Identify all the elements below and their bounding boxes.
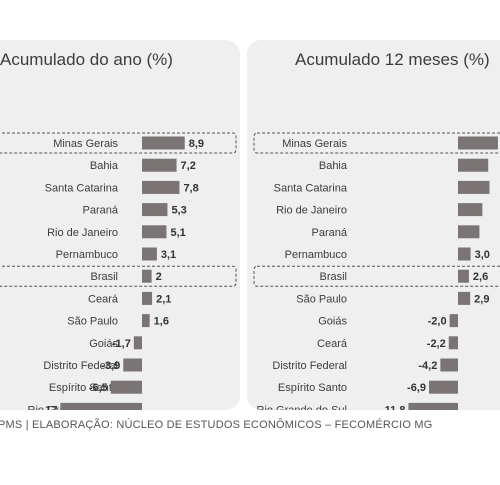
bar-12m-brasil (458, 269, 469, 283)
value-label-ano-sao-paulo: 1,6 (154, 316, 169, 328)
bar-12m-rio-de-janeiro (458, 203, 483, 217)
category-label-distrito-federal: Distrito Federal (43, 360, 118, 372)
category-label-santa-catarina: Santa Catarina (274, 182, 348, 194)
value-label-ano-santa-catarina: 7,8 (183, 182, 198, 194)
value-label-12m-rio-grande-do-sul: -11,8 (381, 404, 405, 410)
bar-ano-bahia (142, 158, 177, 172)
value-label-12m-goias: -2,0 (428, 316, 447, 328)
category-label-ceara: Ceará (317, 338, 348, 350)
highlight-box-brasil (253, 265, 500, 287)
value-label-ano-minas-gerais: 8,9 (189, 138, 204, 150)
bar-12m-bahia (458, 158, 489, 172)
bar-12m-sao-paulo (458, 291, 471, 305)
value-label-ano-goias: -1,7 (112, 338, 131, 350)
panel-acumulado-ano: Acumulado do ano (%) Minas Gerais 8,9 Bahi… (0, 40, 240, 410)
bar-12m-parana (458, 225, 480, 239)
category-label-minas-gerais: Minas Gerais (282, 138, 347, 150)
bar-12m-ceara (448, 336, 458, 350)
category-label-minas-gerais: Minas Gerais (53, 138, 118, 150)
category-label-rio-grande-do-sul: Rio Grande do Sul (257, 404, 348, 410)
category-label-santa-catarina: Santa Catarina (45, 182, 119, 194)
category-label-parana: Paraná (83, 205, 119, 217)
value-label-12m-brasil: 2,6 (473, 271, 488, 283)
bar-ano-pernambuco (142, 247, 157, 261)
bar-ano-rio-grande-do-sul (60, 402, 142, 410)
value-label-ano-espirito-santo: -6,5 (89, 382, 108, 394)
value-label-ano-rio-grande-do-sul: -17 (41, 404, 57, 410)
bar-12m-rio-grande-do-sul (408, 402, 458, 410)
bar-12m-pernambuco (458, 247, 471, 261)
bar-ano-parana (142, 203, 168, 217)
category-label-sao-paulo: São Paulo (296, 293, 347, 305)
bar-12m-goias (449, 314, 458, 328)
source-footer: PMS | ELABORAÇÃO: NÚCLEO DE ESTUDOS ECON… (0, 419, 433, 431)
value-label-ano-pernambuco: 3,1 (161, 249, 176, 261)
bar-ano-espirito-santo (110, 380, 142, 394)
bar-ano-rio-de-janeiro (142, 225, 167, 239)
chart-title-12-meses: Acumulado 12 meses (%) (295, 50, 490, 69)
highlight-box-minas-gerais (0, 132, 237, 154)
bar-ano-ceara (142, 291, 153, 305)
bar-ano-sao-paulo (142, 314, 150, 328)
panel-acumulado-12-meses: Acumulado 12 meses (%) Minas Gerais Bahia… (247, 40, 500, 410)
bar-12m-distrito-federal (440, 358, 458, 372)
category-label-bahia: Bahia (319, 160, 348, 172)
bar-ano-brasil (142, 269, 152, 283)
highlight-box-minas-gerais (253, 132, 500, 154)
value-label-ano-distrito-federal: -3,9 (101, 360, 120, 372)
bar-12m-espirito-santo (429, 380, 458, 394)
category-label-ceara: Ceará (88, 293, 119, 305)
value-label-12m-sao-paulo: 2,9 (474, 293, 489, 305)
category-label-bahia: Bahia (90, 160, 119, 172)
value-label-12m-espirito-santo: -6,9 (407, 382, 426, 394)
category-label-espirito-santo: Espírito Santo (278, 382, 347, 394)
value-label-12m-ceara: -2,2 (427, 338, 446, 350)
category-label-rio-de-janeiro: Rio de Janeiro (47, 227, 118, 239)
category-label-espirito-santo: Espírito Santo (49, 382, 118, 394)
value-label-ano-bahia: 7,2 (181, 160, 196, 172)
bar-ano-santa-catarina (142, 180, 180, 194)
bar-ano-goias (133, 336, 142, 350)
category-label-sao-paulo: São Paulo (67, 316, 118, 328)
value-label-ano-ceara: 2,1 (156, 293, 171, 305)
category-label-pernambuco: Pernambuco (56, 249, 118, 261)
bar-ano-distrito-federal (123, 358, 142, 372)
bar-ano-minas-gerais (142, 136, 185, 150)
category-label-goias: Goiás (318, 316, 347, 328)
value-label-12m-distrito-federal: -4,2 (418, 360, 437, 372)
value-label-ano-rio-de-janeiro: 5,1 (170, 227, 185, 239)
chart-title-ano: Acumulado do ano (%) (0, 50, 173, 69)
category-label-brasil: Brasil (319, 271, 347, 283)
category-label-brasil: Brasil (90, 271, 118, 283)
value-label-ano-parana: 5,3 (171, 205, 186, 217)
highlight-box-brasil (0, 265, 237, 287)
category-label-distrito-federal: Distrito Federal (272, 360, 347, 372)
category-label-rio-de-janeiro: Rio de Janeiro (276, 205, 347, 217)
bar-12m-minas-gerais (458, 136, 498, 150)
category-label-parana: Paraná (312, 227, 348, 239)
value-label-ano-brasil: 2 (156, 271, 162, 283)
value-label-12m-pernambuco: 3,0 (475, 249, 490, 261)
chart-acumulado-12-meses: Minas Gerais Bahia Santa Catarina Rio de Ja… (253, 132, 500, 410)
bar-12m-santa-catarina (458, 180, 490, 194)
category-label-pernambuco: Pernambuco (285, 249, 347, 261)
chart-acumulado-ano: Minas Gerais 8,9 Bahia 7,2 Santa Catarina 7,8… (0, 132, 237, 410)
category-label-goias: Goiás (89, 338, 118, 350)
